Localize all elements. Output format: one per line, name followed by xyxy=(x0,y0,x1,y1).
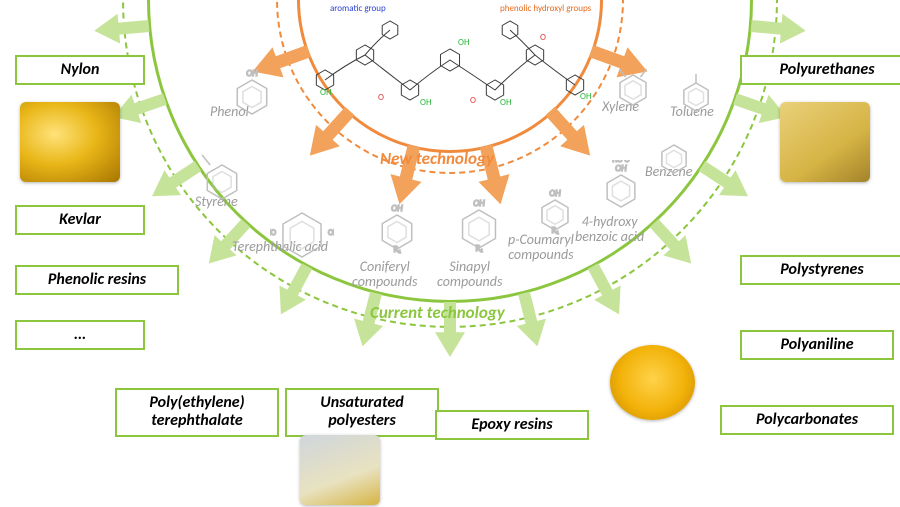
skeletal-terephthalic-skel: HO OH xyxy=(270,198,334,278)
label-kevlar: Kevlar xyxy=(15,205,145,235)
skeletal-benzene-skel xyxy=(650,130,698,185)
svg-text:OH: OH xyxy=(549,188,561,199)
lignin-structure: OH OH OH OH OH O O Oaromatic group phenolic hydr… xyxy=(270,0,630,125)
svg-text:HO O: HO O xyxy=(612,160,630,165)
new-technology-caption: New technology xyxy=(380,148,494,169)
svg-text:O: O xyxy=(378,92,384,103)
polyurethane-foam-photo xyxy=(780,102,870,182)
lignin-caption-left: aromatic group xyxy=(330,3,386,14)
skeletal-xylene-skel xyxy=(608,60,658,118)
label-epoxy-resins: Epoxy resins xyxy=(435,410,589,440)
svg-text:O: O xyxy=(470,95,476,106)
kevlar-fiber-photo xyxy=(20,102,120,182)
skeletal-hba-skel: OHHO O xyxy=(595,160,647,221)
svg-text:OH: OH xyxy=(580,91,592,102)
svg-text:OH: OH xyxy=(473,198,485,209)
label-polyurethanes: Polyurethanes xyxy=(740,55,900,85)
svg-text:OH: OH xyxy=(391,203,403,214)
label-ellipsis: … xyxy=(15,320,145,350)
svg-text:OH: OH xyxy=(328,228,334,238)
label-polyaniline: Polyaniline xyxy=(740,330,894,360)
compound-coniferyl: Coniferyl compounds xyxy=(352,260,417,289)
svg-text:OH: OH xyxy=(458,37,470,48)
label-phenolic-resins: Phenolic resins xyxy=(15,265,179,295)
current-technology-caption: Current technology xyxy=(370,302,505,323)
svg-text:R₁: R₁ xyxy=(475,243,483,254)
svg-text:R₁: R₁ xyxy=(551,225,559,236)
skeletal-toluene-skel xyxy=(672,68,720,123)
polyester-tube-photo xyxy=(300,435,380,505)
svg-text:OH: OH xyxy=(246,68,258,79)
svg-text:O: O xyxy=(540,32,546,43)
svg-text:OH: OH xyxy=(500,97,512,108)
svg-text:R₁: R₁ xyxy=(393,244,401,255)
skeletal-pcoumaryl-skel: OH R₁ xyxy=(530,185,580,243)
svg-text:HO: HO xyxy=(270,228,277,238)
label-polystyrenes: Polystyrenes xyxy=(740,255,900,285)
label-pet: Poly(ethylene) terephthalate xyxy=(115,388,279,437)
skeletal-phenol-skel: OH xyxy=(225,65,279,129)
svg-text:OH: OH xyxy=(320,87,332,98)
skeletal-coniferyl-skel: OH R₁ xyxy=(370,200,424,264)
polycarbonate-granules-photo xyxy=(610,345,695,420)
label-unsat-polyesters: Unsaturated polyesters xyxy=(285,388,439,437)
label-nylon: Nylon xyxy=(15,55,145,85)
skeletal-styrene-skel xyxy=(195,150,249,214)
label-polycarbonates: Polycarbonates xyxy=(720,405,894,435)
svg-text:OH: OH xyxy=(420,97,432,108)
skeletal-sinapyl-skel: OH R₁ xyxy=(450,195,508,266)
lignin-caption-right: phenolic hydroxyl groups xyxy=(500,3,592,14)
